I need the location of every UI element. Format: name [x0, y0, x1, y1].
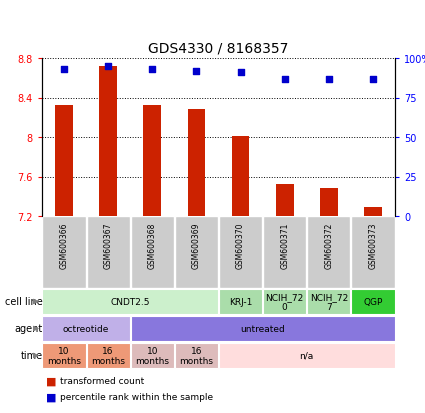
Point: [326, 76, 332, 83]
Point: [105, 64, 112, 70]
Text: CNDT2.5: CNDT2.5: [110, 297, 150, 306]
Point: [369, 76, 377, 83]
Bar: [219, 290, 262, 314]
Text: ■: ■: [46, 392, 57, 402]
Text: 16
months: 16 months: [91, 346, 125, 366]
Text: GSM600369: GSM600369: [192, 222, 201, 268]
Text: cell line: cell line: [5, 297, 42, 307]
Text: 10
months: 10 months: [47, 346, 81, 366]
Bar: [175, 343, 218, 368]
Text: KRJ-1: KRJ-1: [229, 297, 252, 306]
Bar: [42, 316, 130, 341]
Bar: [42, 343, 86, 368]
Text: percentile rank within the sample: percentile rank within the sample: [60, 392, 213, 401]
Text: transformed count: transformed count: [60, 377, 144, 386]
Bar: [87, 343, 130, 368]
Point: [61, 66, 68, 73]
Bar: [232, 137, 249, 216]
Text: GSM600371: GSM600371: [280, 222, 289, 268]
Bar: [87, 216, 130, 288]
Text: NCIH_72
7: NCIH_72 7: [310, 292, 348, 311]
Bar: [131, 316, 394, 341]
Bar: [276, 185, 294, 216]
Bar: [263, 290, 306, 314]
Point: [281, 76, 288, 83]
Point: [237, 70, 244, 76]
Text: n/a: n/a: [300, 351, 314, 360]
Bar: [307, 216, 351, 288]
Bar: [55, 106, 73, 216]
Bar: [219, 216, 262, 288]
Text: 10
months: 10 months: [135, 346, 169, 366]
Text: GSM600373: GSM600373: [368, 222, 377, 268]
Bar: [219, 343, 394, 368]
Bar: [351, 290, 394, 314]
Bar: [320, 189, 337, 216]
Text: NCIH_72
0: NCIH_72 0: [266, 292, 304, 311]
Text: GSM600368: GSM600368: [148, 222, 157, 268]
Text: ■: ■: [46, 376, 57, 386]
Bar: [187, 110, 205, 216]
Text: untreated: untreated: [240, 324, 285, 333]
Text: GSM600366: GSM600366: [60, 222, 68, 268]
Bar: [42, 216, 86, 288]
Text: QGP: QGP: [363, 297, 382, 306]
Text: octreotide: octreotide: [63, 324, 109, 333]
Bar: [307, 290, 351, 314]
Bar: [99, 67, 117, 216]
Bar: [351, 216, 394, 288]
Bar: [175, 216, 218, 288]
Point: [193, 68, 200, 75]
Text: agent: agent: [14, 324, 42, 334]
Text: GSM600370: GSM600370: [236, 222, 245, 268]
Text: time: time: [20, 351, 42, 361]
Bar: [144, 106, 161, 216]
Text: 16
months: 16 months: [179, 346, 213, 366]
Bar: [263, 216, 306, 288]
Bar: [364, 208, 382, 216]
Bar: [131, 343, 174, 368]
Bar: [131, 216, 174, 288]
Title: GDS4330 / 8168357: GDS4330 / 8168357: [148, 41, 289, 55]
Bar: [42, 290, 218, 314]
Point: [149, 66, 156, 73]
Text: GSM600372: GSM600372: [324, 222, 333, 268]
Text: GSM600367: GSM600367: [104, 222, 113, 268]
